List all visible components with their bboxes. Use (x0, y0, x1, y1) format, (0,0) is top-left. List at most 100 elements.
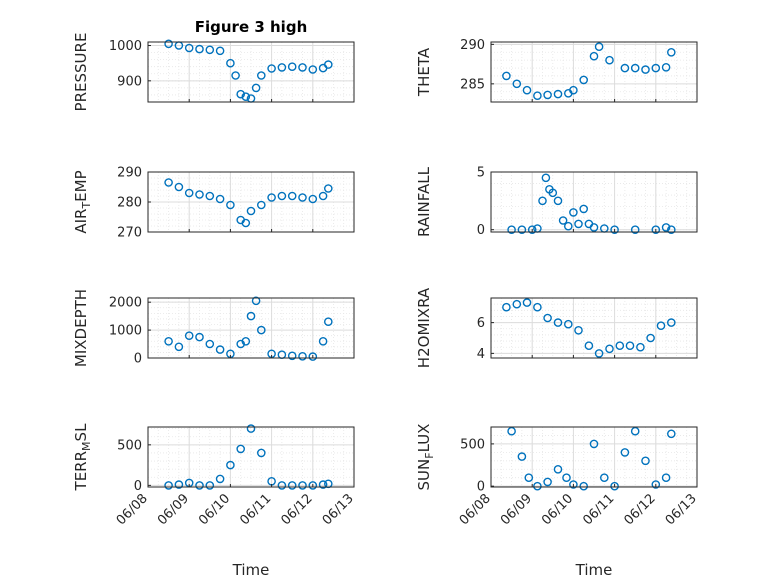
data-point (298, 481, 307, 490)
data-point (267, 64, 276, 73)
data-point (543, 90, 552, 100)
subplots: 900 1000 PRESSURE 285 290 THETA 270 280 290 AIRTE… (72, 33, 700, 529)
data-point (507, 225, 516, 234)
y-tick-label: 280 (117, 196, 142, 211)
data-point (195, 44, 204, 54)
data-point (548, 188, 558, 198)
data-point (164, 178, 173, 187)
data-point (543, 477, 552, 487)
data-point (277, 63, 287, 72)
data-point (605, 55, 614, 65)
data-point (610, 481, 619, 491)
data-point (256, 325, 266, 335)
data-point (164, 336, 173, 346)
axes-box (490, 41, 698, 103)
data-point (651, 63, 661, 73)
data-point (553, 464, 563, 474)
data-point (630, 63, 640, 73)
data-point (215, 46, 225, 56)
y-tick-label: 290 (460, 38, 485, 53)
data-point (236, 444, 245, 454)
data-point (277, 481, 287, 490)
data-point (569, 85, 578, 95)
data-point (215, 345, 225, 354)
data-point (323, 317, 333, 327)
data-point (600, 473, 609, 483)
data-point (502, 302, 511, 312)
data-point (605, 344, 614, 354)
data-point (522, 298, 532, 307)
y-tick-label: 290 (117, 166, 142, 181)
data-point (512, 299, 522, 309)
data-point (522, 85, 532, 95)
subplot-2: 285 290 THETA (415, 38, 698, 103)
data-point (236, 89, 245, 99)
y-axis-label: PRESSURE (72, 33, 90, 112)
data-point (620, 448, 630, 457)
data-point (298, 351, 307, 361)
data-point (241, 218, 251, 228)
data-point (594, 42, 604, 52)
data-point (656, 321, 666, 331)
subplot-3: 270 280 290 AIRTEMP (72, 166, 355, 241)
y-tick-label: 285 (460, 77, 485, 92)
data-point (553, 196, 563, 206)
data-point (569, 208, 578, 217)
y-tick-label: 0 (477, 223, 485, 238)
data-point (226, 200, 235, 210)
data-point (205, 191, 215, 201)
data-point (226, 460, 235, 470)
data-point (323, 60, 333, 69)
data-point (287, 351, 297, 361)
data-point (541, 173, 551, 183)
data-point (579, 481, 589, 491)
data-point (195, 332, 204, 342)
data-point (553, 318, 563, 327)
data-point (184, 43, 194, 53)
data-point (308, 194, 318, 204)
data-point (174, 182, 184, 192)
data-point (579, 204, 589, 214)
y-axis-label: THETA (415, 47, 433, 97)
data-point (562, 473, 571, 483)
data-point (256, 448, 266, 458)
data-point (231, 71, 240, 80)
data-point (589, 439, 599, 449)
data-point (553, 89, 563, 99)
data-point (215, 194, 225, 204)
data-point (287, 191, 297, 201)
data-point (579, 75, 589, 85)
data-point (533, 481, 542, 491)
data-point (507, 426, 516, 436)
data-point (533, 91, 542, 100)
data-point (625, 341, 635, 351)
data-point (524, 473, 534, 483)
y-tick-label: 1000 (109, 39, 142, 54)
data-point (215, 474, 225, 484)
y-tick-label: 4 (477, 347, 485, 362)
y-tick-label: 270 (117, 226, 142, 241)
data-point (641, 456, 650, 466)
data-point (589, 223, 599, 232)
data-point (287, 481, 297, 490)
data-point (195, 190, 204, 199)
data-point (661, 473, 671, 483)
data-point (569, 480, 578, 489)
data-point (298, 63, 307, 72)
subplot-5: 0 1000 2000 MIXDEPTH (72, 289, 355, 367)
data-point (584, 341, 594, 351)
data-point (667, 48, 676, 57)
data-point (174, 342, 184, 352)
x-axis-label-right: Time (575, 561, 613, 579)
data-point (267, 193, 276, 202)
data-point (667, 318, 676, 327)
data-point (636, 342, 645, 352)
data-point (667, 225, 676, 234)
data-point (318, 480, 328, 489)
data-point (251, 83, 261, 93)
y-axis-label: RAINFALL (415, 166, 433, 237)
data-point (661, 63, 671, 72)
axes-box (490, 426, 698, 488)
y-tick-label: 900 (117, 74, 142, 89)
